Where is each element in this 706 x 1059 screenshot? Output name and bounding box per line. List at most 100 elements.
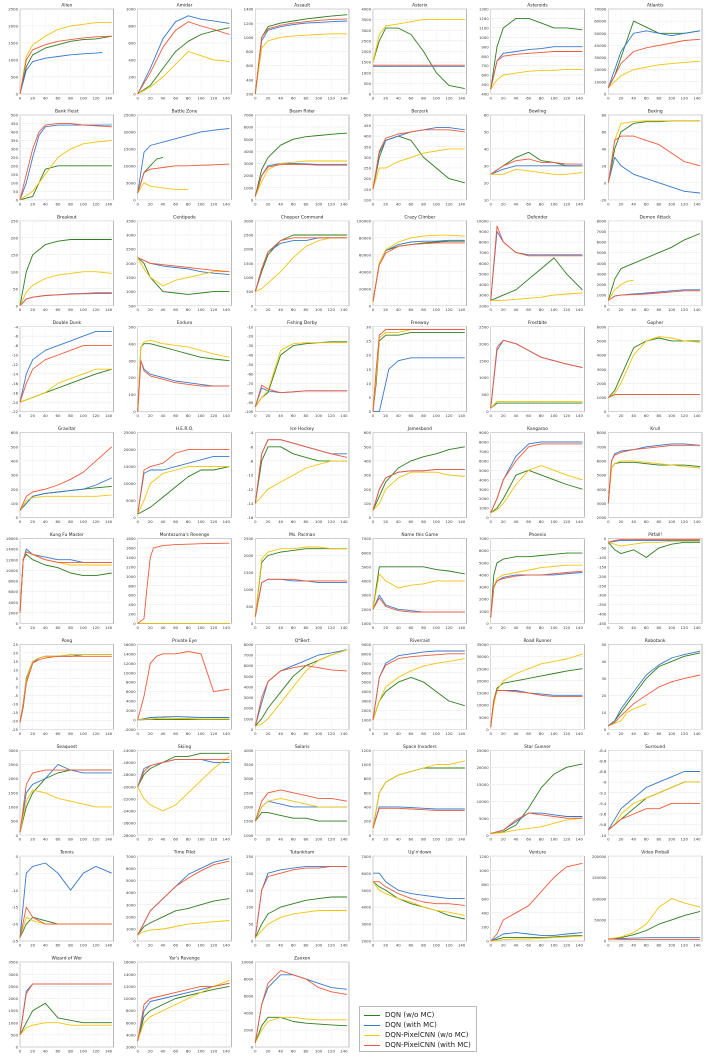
subplot-title: Wizard of Wor bbox=[52, 956, 83, 962]
y-tick-label: 9000 bbox=[479, 229, 489, 234]
x-tick-label: 0 bbox=[136, 943, 139, 948]
series-line bbox=[137, 449, 230, 515]
x-tick-label: 20 bbox=[383, 731, 388, 736]
x-tick-label: 0 bbox=[372, 837, 375, 842]
y-tick-label: 4000 bbox=[361, 7, 371, 12]
x-tick-label: 40 bbox=[631, 943, 636, 948]
y-tick-label: 1600 bbox=[126, 546, 136, 551]
y-tick-label: 1800 bbox=[126, 536, 136, 541]
y-tick-label: 0 bbox=[133, 717, 136, 722]
x-tick-label: 140 bbox=[223, 731, 231, 736]
y-tick-label: 2000 bbox=[361, 708, 371, 713]
legend-swatch bbox=[364, 1024, 380, 1026]
x-tick-label: 140 bbox=[693, 943, 701, 948]
x-tick-label: 60 bbox=[291, 943, 296, 948]
x-tick-label: 40 bbox=[278, 943, 283, 948]
y-tick-label: -8 bbox=[14, 343, 18, 348]
y-tick-label: -150 bbox=[598, 564, 607, 569]
y-tick-label: 800 bbox=[128, 24, 136, 29]
y-tick-label: 2000 bbox=[244, 706, 254, 711]
series-line bbox=[137, 163, 230, 194]
y-tick-label: 5000 bbox=[361, 680, 371, 685]
y-tick-label: 0 bbox=[604, 536, 607, 541]
y-tick-label: 7000 bbox=[479, 250, 489, 255]
x-tick-label: 40 bbox=[396, 519, 401, 524]
x-tick-label: 100 bbox=[80, 731, 88, 736]
y-tick-label: 25000 bbox=[477, 748, 490, 753]
y-tick-label: 200 bbox=[364, 487, 372, 492]
y-tick-label: 80 bbox=[601, 113, 606, 118]
y-tick-label: 50000 bbox=[594, 917, 607, 922]
x-tick-label: 140 bbox=[693, 731, 701, 736]
x-tick-label: 80 bbox=[421, 731, 426, 736]
x-tick-label: 140 bbox=[458, 625, 466, 630]
y-tick-label: 800 bbox=[481, 882, 489, 887]
y-tick-label: 500 bbox=[364, 81, 372, 86]
subplot: 400 500 600 700 800 900 1000 1100 1200 1300 0 20 40 6… bbox=[479, 3, 585, 100]
subplot-title: Atlantis bbox=[647, 3, 664, 9]
y-tick-label: 600 bbox=[246, 63, 254, 68]
y-tick-label: 150 bbox=[246, 888, 254, 893]
x-tick-label: 20 bbox=[383, 201, 388, 206]
series-line bbox=[137, 982, 230, 1041]
x-tick-label: 120 bbox=[681, 625, 689, 630]
subplot-title: Amidar bbox=[177, 3, 193, 9]
y-tick-label: 5 bbox=[369, 395, 372, 400]
y-tick-label: 60 bbox=[601, 129, 606, 134]
subplot: 2000 4000 6000 8000 10000 12000 14000 16000 0 20 4… bbox=[124, 956, 232, 1054]
y-tick-label: 3000 bbox=[597, 501, 607, 506]
y-tick-label: 15 bbox=[366, 367, 371, 372]
x-tick-label: 100 bbox=[550, 943, 558, 948]
x-tick-label: 100 bbox=[668, 201, 676, 206]
y-tick-label: 6000 bbox=[361, 550, 371, 555]
y-tick-label: 600 bbox=[128, 41, 136, 46]
y-tick-label: -9.6 bbox=[599, 812, 607, 817]
y-tick-label: 50 bbox=[601, 642, 606, 647]
x-tick-label: 60 bbox=[644, 307, 649, 312]
x-tick-label: 80 bbox=[539, 837, 544, 842]
x-tick-label: 80 bbox=[304, 307, 309, 312]
series-line bbox=[255, 237, 348, 293]
y-tick-label: 8000 bbox=[244, 642, 254, 647]
y-tick-label: 10 bbox=[13, 667, 18, 672]
x-tick-label: 80 bbox=[186, 943, 191, 948]
series-line bbox=[372, 329, 465, 412]
y-tick-label: 20000 bbox=[594, 67, 607, 72]
series-line bbox=[490, 257, 583, 301]
x-tick-label: 0 bbox=[254, 1049, 257, 1054]
y-tick-label: 9000 bbox=[361, 642, 371, 647]
y-tick-label: 2500 bbox=[8, 984, 18, 989]
x-tick-label: 120 bbox=[92, 731, 100, 736]
y-tick-label: -10 bbox=[247, 473, 254, 478]
series-line bbox=[490, 292, 583, 301]
series-line bbox=[254, 812, 348, 822]
y-tick-label: 0 bbox=[486, 515, 489, 520]
y-tick-label: -10 bbox=[600, 833, 607, 838]
y-tick-label: 450 bbox=[364, 123, 372, 128]
plot-frame bbox=[19, 8, 114, 95]
x-tick-label: 120 bbox=[210, 519, 218, 524]
subplot-title: Breakout bbox=[57, 214, 77, 220]
x-tick-label: 140 bbox=[576, 625, 584, 630]
y-tick-label: 2000 bbox=[8, 776, 18, 781]
subplot: 0 5000 10000 15000 20000 25000 30000 35000 0 20 40… bbox=[477, 638, 585, 736]
subplot-title: Time Pilot bbox=[173, 850, 196, 856]
subplot-title: Ms. Pacman bbox=[289, 532, 315, 538]
x-tick-label: 0 bbox=[254, 307, 257, 312]
subplot-title: Q*Bert bbox=[295, 638, 310, 644]
x-tick-label: 80 bbox=[186, 201, 191, 206]
y-tick-label: -450 bbox=[598, 621, 607, 626]
x-tick-label: 120 bbox=[445, 625, 453, 630]
series-line bbox=[490, 158, 583, 175]
series-line bbox=[608, 538, 701, 543]
subplot-title: Defender bbox=[527, 214, 548, 220]
x-tick-label: 60 bbox=[56, 307, 61, 312]
x-tick-label: 120 bbox=[681, 837, 689, 842]
y-tick-label: 1000 bbox=[361, 621, 371, 626]
y-tick-label: 250 bbox=[11, 218, 19, 223]
subplot-title: Montezuma's Revenge bbox=[160, 532, 210, 538]
y-tick-label: 0 bbox=[133, 621, 136, 626]
y-tick-label: 0 bbox=[486, 409, 489, 414]
y-tick-label: -200 bbox=[598, 574, 607, 579]
x-tick-label: 0 bbox=[19, 1049, 22, 1054]
